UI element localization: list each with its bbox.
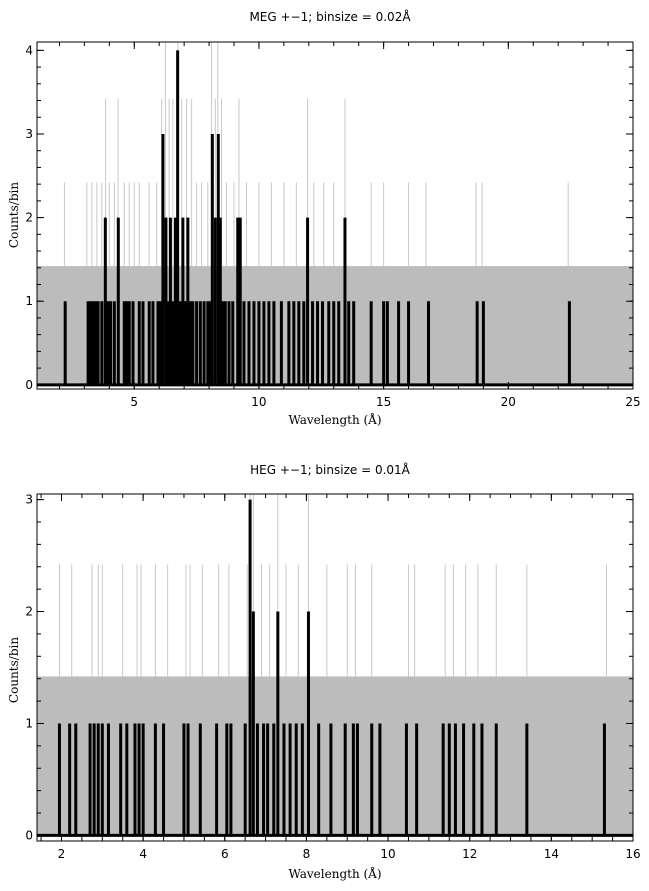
meg-panel: MEG +−1; binsize = 0.02Å 5 10 15 20 2501234 … xyxy=(7,9,641,427)
heg-panel: HEG +−1; binsize = 0.01Å 2 4 6 8 10 12 14 16012… xyxy=(7,462,641,881)
meg-x-tick-label: 25 xyxy=(625,395,640,409)
meg-y-tick-label: 4 xyxy=(25,43,33,57)
heg-plot-frame xyxy=(36,493,634,842)
heg-x-tick-label: 4 xyxy=(139,847,147,861)
heg-x-tick-label: 10 xyxy=(380,847,395,861)
heg-y-tick-label: 2 xyxy=(25,605,33,619)
meg-title: MEG +−1; binsize = 0.02Å xyxy=(249,9,411,24)
meg-x-tick-label: 20 xyxy=(501,395,516,409)
meg-y-tick-label: 3 xyxy=(25,127,33,141)
heg-y-tick-label: 0 xyxy=(25,828,33,842)
meg-y-tick-label: 0 xyxy=(25,378,33,392)
heg-y-axis-label: Counts/bin xyxy=(7,637,21,703)
heg-x-tick-label: 12 xyxy=(462,847,477,861)
heg-x-tick-label: 2 xyxy=(58,847,66,861)
meg-count-bars xyxy=(63,50,571,385)
meg-y-tick-label: 2 xyxy=(25,211,33,225)
meg-x-tick-label: 15 xyxy=(376,395,391,409)
meg-ticks: 5 10 15 20 25 0 1 2 3 4 xyxy=(25,42,641,409)
heg-title: HEG +−1; binsize = 0.01Å xyxy=(250,462,411,477)
heg-error-spikes xyxy=(58,494,607,677)
meg-x-tick-label: 5 xyxy=(130,395,138,409)
meg-x-axis-label: Wavelength (Å) xyxy=(288,412,381,427)
heg-y-tick-label: 1 xyxy=(25,716,33,730)
heg-x-axis-label: Wavelength (Å) xyxy=(288,866,381,881)
meg-y-axis-label: Counts/bin xyxy=(7,182,21,248)
heg-y-tick-label: 3 xyxy=(25,493,33,507)
heg-x-tick-label: 16 xyxy=(625,847,640,861)
meg-error-spikes xyxy=(63,42,569,267)
meg-plot-frame xyxy=(36,41,634,390)
meg-x-tick-label: 10 xyxy=(251,395,266,409)
heg-x-tick-label: 6 xyxy=(221,847,229,861)
heg-count-bars xyxy=(57,499,606,836)
heg-x-tick-label: 14 xyxy=(544,847,559,861)
heg-x-tick-label: 8 xyxy=(303,847,311,861)
meg-y-tick-label: 1 xyxy=(25,294,33,308)
